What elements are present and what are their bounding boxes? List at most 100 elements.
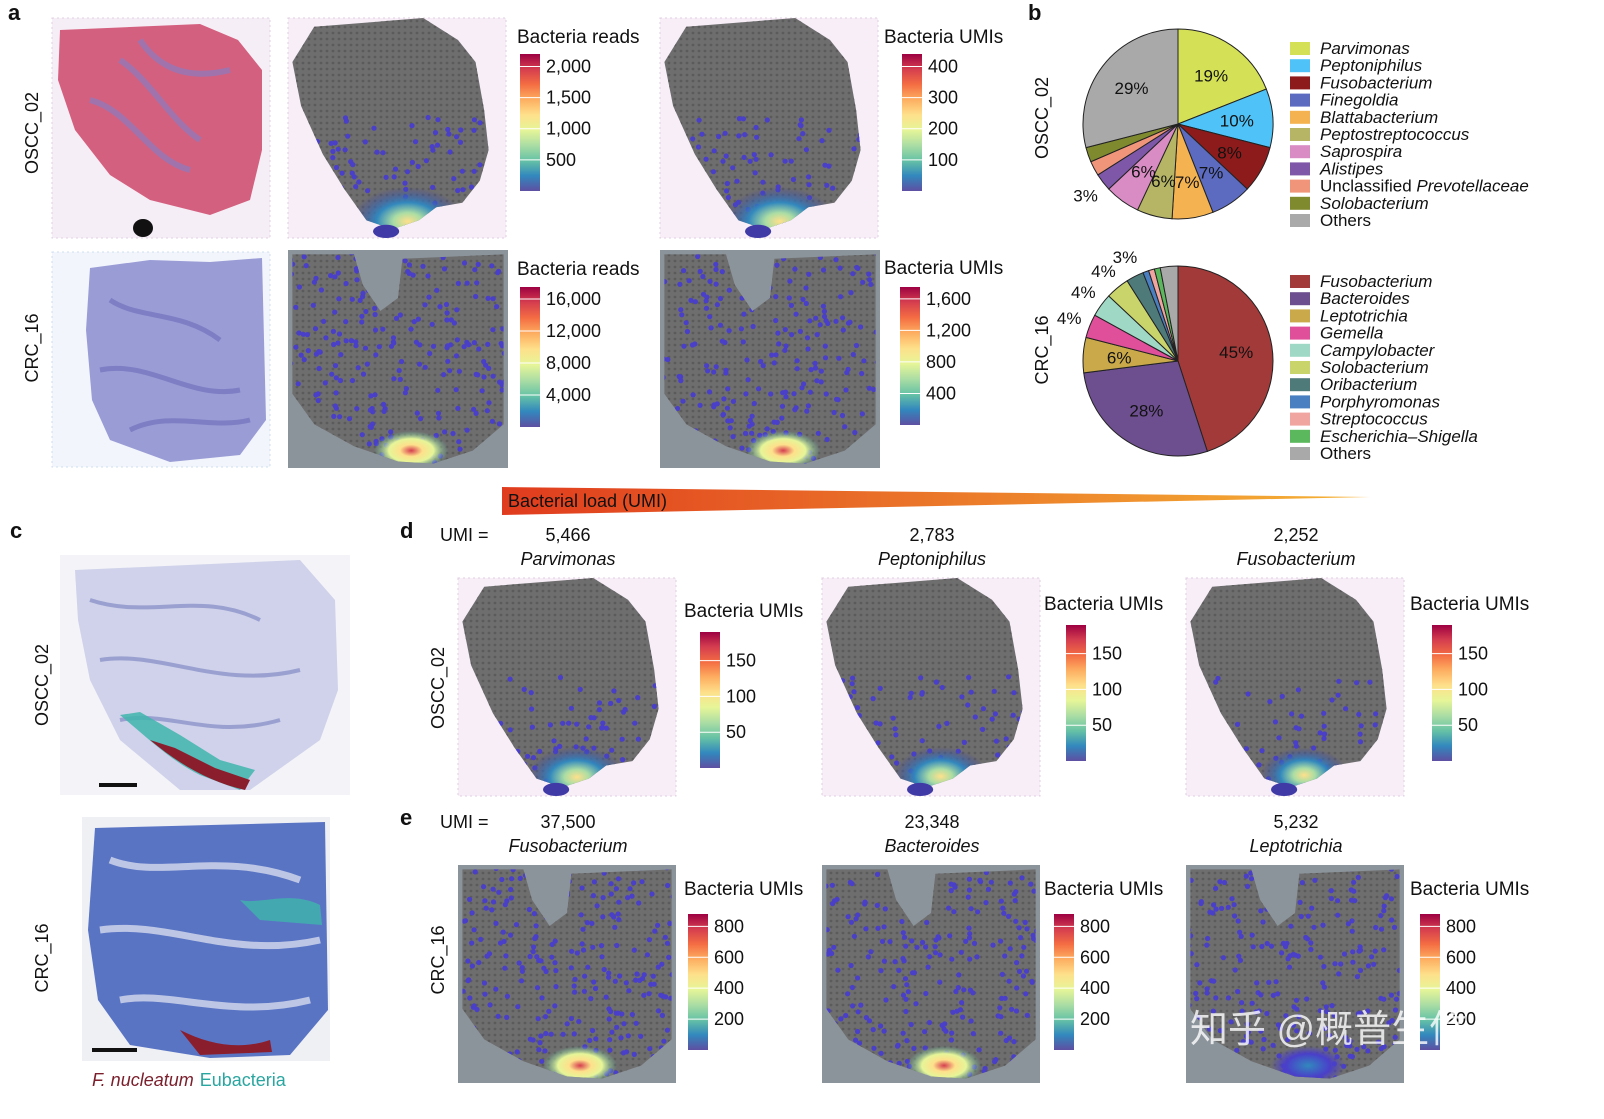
spatial-e-2-low-spot xyxy=(1394,873,1400,880)
pie-crc-pct-label: 28% xyxy=(1129,402,1163,421)
spatial-e-0-low-spot xyxy=(533,923,539,929)
spatial-e-0-low-spot xyxy=(539,1058,545,1064)
spatial-a-crc-reads-low-spot xyxy=(376,344,382,350)
spatial-a-crc-reads-low-spot xyxy=(336,296,342,302)
spatial-a-crc-reads-low-spot xyxy=(331,413,337,419)
colorbar-a-crc-umis-bar xyxy=(900,287,920,425)
spatial-e-2-low-spot xyxy=(1248,876,1255,882)
umi-prefix-d: UMI = xyxy=(440,525,489,545)
spatial-d-2-low-spot xyxy=(1234,721,1241,728)
spatial-e-0-low-spot xyxy=(467,995,473,1001)
spatial-a-crc-umis-low-spot xyxy=(713,364,719,370)
spatial-e-2-low-spot xyxy=(1348,887,1354,893)
spatial-a-crc-umis-low-spot xyxy=(678,307,684,313)
spatial-a-crc-reads-low-spot xyxy=(490,296,496,302)
spatial-e-1-low-spot xyxy=(1002,995,1008,1001)
spatial-a-crc-reads-low-spot xyxy=(416,361,423,367)
spatial-e-0-low-spot xyxy=(495,1013,501,1019)
spatial-e-2-low-spot xyxy=(1268,943,1275,949)
spatial-a-crc-reads-low-spot xyxy=(354,277,360,283)
umi-value-e: 23,348 xyxy=(904,812,959,832)
spatial-e-1-low-spot xyxy=(925,964,931,970)
spatial-a-crc-reads-low-spot xyxy=(464,339,470,345)
spatial-e-1-low-spot xyxy=(878,968,884,974)
pie-oscc-legend-label: Finegoldia xyxy=(1320,91,1398,110)
spatial-d-0-low-spot xyxy=(616,697,622,704)
spatial-e-1-low-spot xyxy=(826,883,829,889)
pie-crc-legend-swatch xyxy=(1290,447,1310,460)
spatial-e-1-low-spot xyxy=(904,1038,910,1044)
umi-value-d: 2,783 xyxy=(909,525,954,545)
spatial-a-crc-reads-low-spot xyxy=(476,346,482,352)
spatial-e-0-low-spot xyxy=(469,963,475,969)
spatial-d-2-low-spot xyxy=(1298,713,1305,719)
spatial-a-crc-reads-low-spot xyxy=(430,343,437,349)
spatial-e-2-low-spot xyxy=(1198,899,1204,905)
spatial-e-1-low-spot xyxy=(1020,973,1026,979)
spatial-a-crc-umis-low-spot xyxy=(730,434,736,440)
spatial-e-1-low-spot xyxy=(926,1019,933,1026)
spatial-e-0-low-spot xyxy=(514,1049,520,1055)
spatial-d-1 xyxy=(821,577,1041,797)
spatial-e-1-low-spot xyxy=(950,1009,956,1015)
spatial-a-crc-umis-low-spot xyxy=(866,271,872,277)
spatial-a-crc-umis-low-spot xyxy=(818,379,824,385)
spatial-d-2-low-spot xyxy=(1336,678,1342,684)
spatial-d-0-low-spot xyxy=(600,720,606,726)
spatial-a-crc-umis-low-spot xyxy=(792,266,798,272)
spatial-d-0-low-spot xyxy=(521,686,527,693)
spatial-a-crc-umis-low-spot xyxy=(823,391,829,397)
spatial-e-0-low-spot xyxy=(633,977,639,983)
spatial-a-crc-umis-low-spot xyxy=(739,445,745,451)
spatial-e-1-low-spot xyxy=(878,1023,884,1029)
pie-crc-legend-swatch xyxy=(1290,309,1310,323)
stain-oscc-image xyxy=(60,555,350,795)
spatial-a-crc-reads-low-spot xyxy=(332,403,338,409)
spatial-e-0-low-spot xyxy=(626,988,632,994)
colorbar-d-2-tick-label: 50 xyxy=(1458,715,1478,735)
spatial-a-crc-umis-low-spot xyxy=(683,320,689,326)
spatial-e-1-low-spot xyxy=(881,924,887,930)
spatial-a-crc-reads-low-spot xyxy=(415,316,421,322)
spatial-a-crc-umis-low-spot xyxy=(791,391,797,397)
spatial-e-2-low-spot xyxy=(1266,979,1272,986)
spatial-a-crc-reads-low-spot xyxy=(444,345,450,351)
spatial-d-2-low-spot xyxy=(1245,691,1251,697)
spatial-e-1-low-spot xyxy=(882,906,888,912)
spatial-e-1-low-spot xyxy=(948,881,954,887)
spatial-e-1-low-spot xyxy=(1006,978,1012,984)
colorbar-e-2-tick-label: 800 xyxy=(1446,916,1476,936)
spatial-e-0-low-spot xyxy=(482,898,488,904)
scale-bar-oscc xyxy=(99,783,137,787)
spatial-e-2-low-spot xyxy=(1249,932,1255,938)
spatial-a-crc-reads-low-spot xyxy=(402,258,408,264)
spatial-a-crc-umis-low-spot xyxy=(745,377,751,383)
spatial-a-oscc-umis-low-spot xyxy=(740,116,747,122)
spatial-a-crc-umis-low-spot xyxy=(774,419,780,425)
spatial-d-1-low-spot xyxy=(1011,690,1017,696)
pie-oscc-legend-swatch xyxy=(1290,42,1310,55)
spatial-a-crc-reads-low-spot xyxy=(454,307,460,313)
spatial-a-oscc-reads-low-spot xyxy=(333,164,340,171)
spatial-e-2-low-spot xyxy=(1205,935,1211,942)
spatial-e-2-low-spot xyxy=(1388,869,1395,872)
spatial-e-2-low-spot xyxy=(1324,1008,1330,1015)
spatial-e-2-low-spot xyxy=(1239,1008,1245,1014)
spatial-a-crc-umis-low-spot xyxy=(779,403,786,409)
spatial-a-crc-reads-low-spot xyxy=(483,362,489,368)
spatial-e-1-low-spot xyxy=(971,940,978,947)
spatial-a-crc-umis-low-spot xyxy=(783,394,789,400)
spatial-e-1-low-spot xyxy=(1033,937,1036,943)
pie-crc-legend-swatch xyxy=(1290,326,1310,340)
colorbar-a-crc-reads-tick-label: 4,000 xyxy=(546,385,591,405)
spatial-e-2-low-spot xyxy=(1298,913,1304,920)
spatial-a-oscc-umis-low-spot xyxy=(696,117,702,123)
spatial-e-1-low-spot xyxy=(967,956,973,962)
pie-oscc-legend-swatch xyxy=(1290,196,1310,210)
spatial-e-0-low-spot xyxy=(644,952,651,958)
spatial-a-crc-umis-low-spot xyxy=(842,424,848,430)
spatial-e-1-low-spot xyxy=(858,1002,864,1008)
spatial-a-crc-umis-low-spot xyxy=(743,391,749,397)
spatial-e-0-low-spot xyxy=(481,980,488,986)
spatial-e-2-low-spot xyxy=(1264,940,1270,947)
